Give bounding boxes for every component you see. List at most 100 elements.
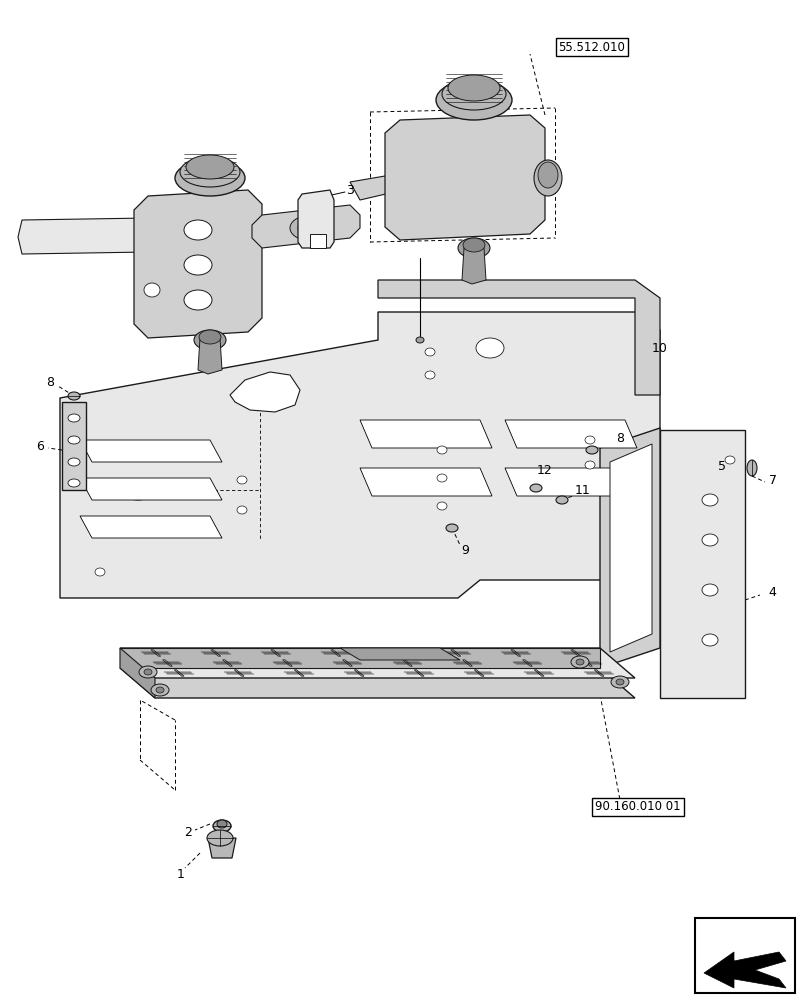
Polygon shape	[510, 650, 520, 656]
Text: 9: 9	[461, 544, 469, 556]
Polygon shape	[504, 468, 636, 496]
Ellipse shape	[575, 659, 583, 665]
Polygon shape	[60, 312, 659, 598]
Polygon shape	[599, 428, 659, 668]
Polygon shape	[174, 670, 184, 676]
Ellipse shape	[144, 669, 152, 675]
Ellipse shape	[68, 458, 80, 466]
Polygon shape	[80, 478, 221, 500]
Polygon shape	[474, 670, 483, 676]
Polygon shape	[359, 420, 491, 448]
Polygon shape	[234, 670, 244, 676]
Ellipse shape	[237, 476, 247, 484]
Polygon shape	[594, 670, 603, 676]
Polygon shape	[80, 516, 221, 538]
Ellipse shape	[68, 392, 80, 400]
Ellipse shape	[290, 216, 325, 240]
Polygon shape	[350, 170, 539, 200]
Polygon shape	[534, 670, 543, 676]
Polygon shape	[609, 444, 651, 652]
Text: 4: 4	[767, 585, 775, 598]
Polygon shape	[222, 660, 232, 666]
Text: 12: 12	[536, 464, 552, 477]
Ellipse shape	[586, 446, 597, 454]
Ellipse shape	[475, 338, 504, 358]
Polygon shape	[581, 660, 592, 666]
Ellipse shape	[445, 524, 457, 532]
Polygon shape	[282, 660, 292, 666]
Polygon shape	[18, 218, 158, 254]
Ellipse shape	[702, 534, 717, 546]
Polygon shape	[378, 280, 659, 395]
Ellipse shape	[415, 337, 423, 343]
Ellipse shape	[184, 290, 212, 310]
Ellipse shape	[217, 820, 227, 828]
Ellipse shape	[448, 75, 500, 101]
Text: 3: 3	[345, 184, 354, 197]
Ellipse shape	[530, 484, 541, 492]
Ellipse shape	[184, 255, 212, 275]
Polygon shape	[570, 650, 580, 656]
Ellipse shape	[610, 676, 629, 688]
Ellipse shape	[538, 162, 557, 188]
Text: 55.512.010: 55.512.010	[558, 41, 624, 54]
Ellipse shape	[584, 461, 594, 469]
Ellipse shape	[584, 436, 594, 444]
Ellipse shape	[180, 157, 240, 187]
Polygon shape	[359, 468, 491, 496]
Polygon shape	[120, 648, 634, 678]
Polygon shape	[120, 648, 599, 668]
Ellipse shape	[175, 160, 245, 196]
Polygon shape	[390, 650, 401, 656]
Ellipse shape	[156, 687, 164, 693]
Ellipse shape	[182, 524, 201, 536]
Ellipse shape	[436, 80, 512, 120]
Ellipse shape	[144, 283, 160, 297]
Polygon shape	[342, 660, 352, 666]
Text: 10: 10	[651, 342, 667, 355]
Polygon shape	[331, 650, 341, 656]
Polygon shape	[120, 668, 634, 698]
Ellipse shape	[441, 78, 505, 110]
Ellipse shape	[534, 160, 561, 196]
Ellipse shape	[702, 584, 717, 596]
Polygon shape	[522, 660, 532, 666]
Ellipse shape	[194, 330, 225, 350]
Ellipse shape	[570, 656, 588, 668]
Ellipse shape	[436, 502, 446, 510]
Ellipse shape	[237, 506, 247, 514]
Ellipse shape	[68, 436, 80, 444]
Ellipse shape	[95, 568, 105, 576]
Ellipse shape	[436, 474, 446, 482]
Polygon shape	[162, 660, 172, 666]
Ellipse shape	[139, 666, 157, 678]
Polygon shape	[659, 430, 744, 698]
Ellipse shape	[184, 220, 212, 240]
Ellipse shape	[457, 238, 489, 258]
Text: 90.160.010 01: 90.160.010 01	[594, 800, 680, 813]
Ellipse shape	[702, 494, 717, 506]
Polygon shape	[251, 205, 359, 248]
Ellipse shape	[424, 348, 435, 356]
Polygon shape	[310, 234, 325, 248]
Ellipse shape	[122, 480, 154, 500]
Ellipse shape	[702, 634, 717, 646]
Polygon shape	[230, 372, 299, 412]
Polygon shape	[198, 338, 221, 374]
Text: 11: 11	[574, 484, 590, 496]
Polygon shape	[402, 660, 412, 666]
Ellipse shape	[724, 456, 734, 464]
Text: 7: 7	[768, 474, 776, 487]
Ellipse shape	[462, 238, 484, 252]
Ellipse shape	[436, 446, 446, 454]
Ellipse shape	[199, 330, 221, 344]
Ellipse shape	[616, 679, 623, 685]
Polygon shape	[208, 838, 236, 858]
Polygon shape	[298, 190, 333, 248]
Polygon shape	[271, 650, 281, 656]
Text: 1: 1	[177, 868, 185, 881]
Polygon shape	[120, 648, 155, 698]
Polygon shape	[694, 918, 794, 993]
Polygon shape	[414, 670, 423, 676]
Polygon shape	[703, 952, 785, 988]
